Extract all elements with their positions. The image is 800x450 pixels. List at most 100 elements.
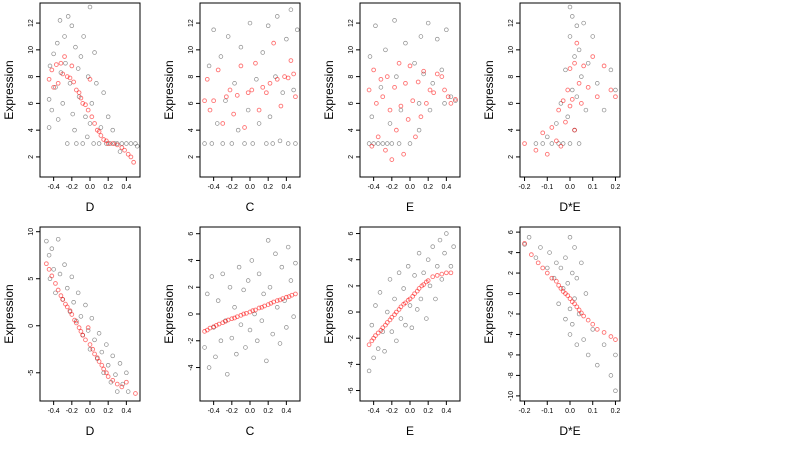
- data-point: [264, 90, 269, 96]
- data-point: [234, 92, 240, 98]
- data-point: [62, 54, 67, 59]
- data-point: [540, 265, 546, 271]
- data-point: [409, 325, 415, 330]
- data-point: [270, 141, 275, 146]
- data-point: [418, 34, 424, 39]
- series-2: [202, 291, 298, 334]
- series-1: [366, 231, 456, 374]
- data-point: [394, 338, 399, 344]
- data-point: [249, 258, 255, 263]
- data-point: [81, 34, 86, 39]
- x-tick-label: 0.4: [281, 408, 291, 415]
- data-point: [613, 94, 618, 100]
- data-point: [110, 353, 115, 359]
- data-point: [124, 141, 129, 146]
- data-point: [579, 310, 584, 316]
- data-point: [375, 330, 381, 336]
- data-point: [89, 114, 95, 120]
- data-point: [211, 98, 216, 104]
- series-2: [44, 261, 138, 396]
- data-point: [396, 60, 402, 66]
- data-point: [403, 40, 408, 46]
- x-axis-label: C: [246, 200, 255, 214]
- data-point: [267, 114, 273, 120]
- data-point: [273, 251, 278, 257]
- data-point: [46, 76, 52, 82]
- data-point: [439, 74, 445, 79]
- data-point: [378, 85, 384, 90]
- data-point: [366, 342, 372, 348]
- data-point: [556, 301, 561, 307]
- data-point: [613, 337, 618, 342]
- data-point: [373, 23, 378, 29]
- series-2: [522, 241, 618, 342]
- data-point: [218, 338, 224, 344]
- data-point: [563, 119, 568, 125]
- data-point: [101, 366, 106, 372]
- data-point: [369, 322, 375, 328]
- plot-frame: [519, 226, 621, 402]
- data-point: [442, 101, 447, 106]
- data-point: [448, 94, 454, 99]
- data-point: [526, 234, 532, 240]
- series-1: [202, 7, 300, 146]
- data-point: [215, 67, 221, 73]
- data-point: [293, 94, 298, 100]
- data-point: [99, 362, 105, 368]
- x-tick-label: -0.2: [519, 408, 531, 415]
- data-point: [206, 365, 212, 370]
- series-2: [366, 60, 458, 162]
- data-point: [218, 54, 224, 59]
- data-point: [405, 264, 411, 269]
- data-point: [229, 141, 235, 146]
- data-point: [124, 379, 129, 385]
- data-point: [288, 58, 294, 63]
- data-point: [563, 316, 568, 322]
- data-point: [431, 90, 436, 96]
- data-point: [94, 81, 99, 86]
- y-tick-label: 12: [508, 19, 515, 27]
- y-axis-label: Expression: [162, 60, 176, 119]
- data-point: [202, 98, 207, 104]
- data-point: [229, 335, 235, 341]
- y-tick-label: -4: [348, 361, 355, 367]
- data-point: [92, 121, 97, 126]
- data-point: [444, 270, 449, 276]
- data-point: [206, 63, 212, 69]
- data-point: [544, 270, 550, 276]
- data-point: [585, 60, 591, 66]
- data-point: [565, 114, 570, 120]
- data-point: [385, 309, 390, 315]
- data-point: [261, 291, 266, 297]
- data-point: [49, 107, 55, 113]
- plot-frame: [359, 2, 461, 178]
- data-point: [62, 34, 67, 39]
- data-point: [394, 127, 399, 133]
- data-point: [242, 125, 247, 130]
- data-point: [96, 331, 102, 336]
- data-point: [583, 107, 589, 113]
- data-point: [74, 141, 79, 146]
- data-point: [567, 234, 573, 240]
- data-point: [133, 141, 138, 146]
- y-tick-label: 12: [348, 19, 355, 27]
- data-point: [204, 76, 210, 82]
- y-tick-label: 6: [188, 101, 195, 105]
- data-point: [57, 271, 63, 277]
- data-point: [277, 341, 283, 346]
- y-tick-label: 6: [28, 101, 35, 105]
- y-tick-label: -4: [508, 331, 515, 337]
- data-point: [78, 329, 84, 334]
- data-point: [245, 107, 251, 113]
- data-point: [80, 141, 85, 146]
- data-point: [104, 141, 109, 146]
- data-point: [125, 151, 131, 157]
- data-point: [373, 333, 378, 338]
- data-point: [535, 260, 541, 266]
- data-point: [267, 284, 273, 290]
- data-point: [238, 63, 244, 69]
- data-point: [65, 141, 70, 146]
- data-point: [572, 60, 577, 66]
- data-point: [117, 361, 123, 366]
- x-tick-label: 0.0: [245, 184, 255, 191]
